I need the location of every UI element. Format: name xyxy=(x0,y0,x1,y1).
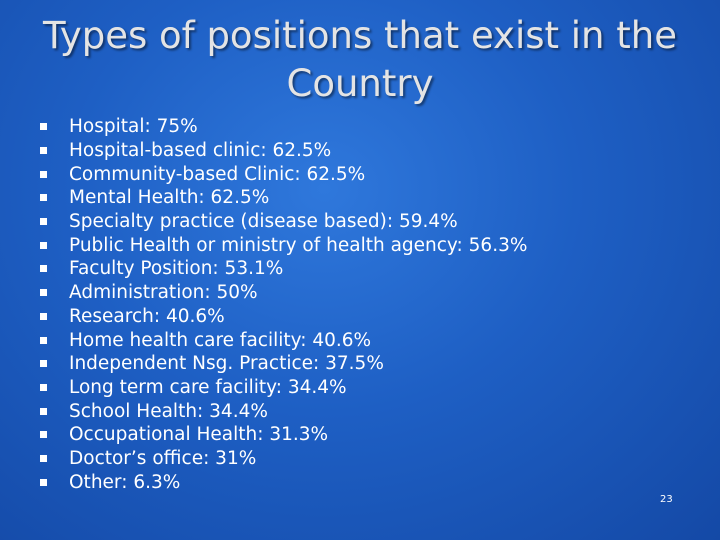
list-item-text: Public Health or ministry of health agen… xyxy=(69,234,528,256)
square-bullet-icon xyxy=(40,431,47,439)
list-item: Research: 40.6% xyxy=(40,305,527,329)
square-bullet-icon xyxy=(40,170,47,178)
list-item: Specialty practice (disease based): 59.4… xyxy=(40,210,527,234)
list-item: Faculty Position: 53.1% xyxy=(40,257,527,281)
square-bullet-icon xyxy=(40,218,47,226)
square-bullet-icon xyxy=(40,147,47,155)
list-item: Administration: 50% xyxy=(40,281,527,305)
list-item-text: Faculty Position: 53.1% xyxy=(69,258,284,280)
list-item: Community-based Clinic: 62.5% xyxy=(40,162,527,186)
list-item: Home health care facility: 40.6% xyxy=(40,328,527,352)
list-item-text: Community-based Clinic: 62.5% xyxy=(69,163,366,185)
list-item-text: Independent Nsg. Practice: 37.5% xyxy=(69,353,384,375)
list-item-text: Doctor’s office: 31% xyxy=(69,447,257,469)
slide-title-line-2: Country xyxy=(286,62,434,105)
list-item-text: Occupational Health: 31.3% xyxy=(69,424,329,446)
square-bullet-icon xyxy=(40,360,47,368)
list-item: Other: 6.3% xyxy=(40,470,527,494)
list-item: Mental Health: 62.5% xyxy=(40,186,527,210)
square-bullet-icon xyxy=(40,241,47,249)
list-item: Public Health or ministry of health agen… xyxy=(40,233,527,257)
list-item-text: Specialty practice (disease based): 59.4… xyxy=(69,211,458,233)
square-bullet-icon xyxy=(40,123,47,131)
list-item-text: Administration: 50% xyxy=(69,282,258,304)
list-item-text: Hospital: 75% xyxy=(69,116,198,138)
square-bullet-icon xyxy=(40,336,47,344)
list-item: Independent Nsg. Practice: 37.5% xyxy=(40,352,527,376)
square-bullet-icon xyxy=(40,194,47,202)
list-item: School Health: 34.4% xyxy=(40,399,527,423)
slide-title: Types of positions that exist in the Cou… xyxy=(0,12,720,108)
list-item-text: Other: 6.3% xyxy=(69,471,181,493)
list-item-text: Research: 40.6% xyxy=(69,305,225,327)
square-bullet-icon xyxy=(40,265,47,273)
slide-title-line-1: Types of positions that exist in the xyxy=(43,14,677,57)
list-item: Long term care facility: 34.4% xyxy=(40,376,527,400)
list-item: Hospital-based clinic: 62.5% xyxy=(40,139,527,163)
square-bullet-icon xyxy=(40,383,47,391)
list-item: Occupational Health: 31.3% xyxy=(40,423,527,447)
list-item-text: Hospital-based clinic: 62.5% xyxy=(69,140,332,162)
list-item-text: Home health care facility: 40.6% xyxy=(69,329,372,351)
square-bullet-icon xyxy=(40,312,47,320)
list-item-text: Long term care facility: 34.4% xyxy=(69,376,347,398)
bullet-list: Hospital: 75% Hospital-based clinic: 62.… xyxy=(40,115,527,494)
list-item-text: Mental Health: 62.5% xyxy=(69,187,270,209)
list-item: Doctor’s office: 31% xyxy=(40,447,527,471)
slide-number: 23 xyxy=(660,494,673,505)
square-bullet-icon xyxy=(40,454,47,462)
square-bullet-icon xyxy=(40,289,47,297)
list-item: Hospital: 75% xyxy=(40,115,527,139)
square-bullet-icon xyxy=(40,407,47,415)
list-item-text: School Health: 34.4% xyxy=(69,400,268,422)
square-bullet-icon xyxy=(40,478,47,486)
